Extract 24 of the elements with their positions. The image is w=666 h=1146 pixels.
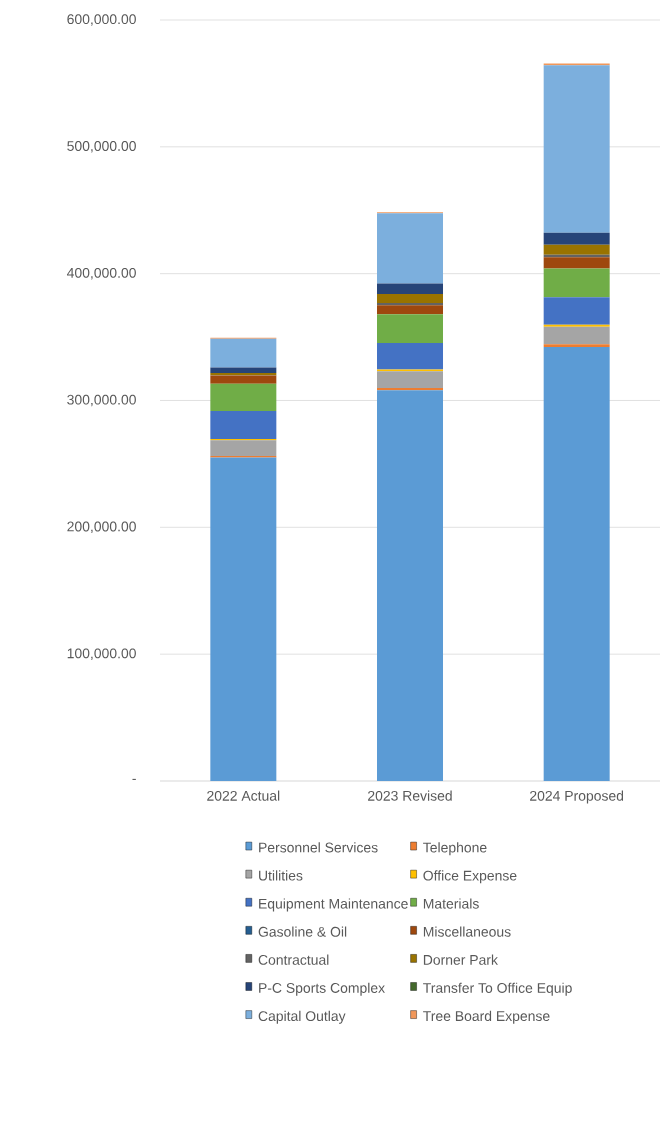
x-tick-label: 2023 Revised — [368, 790, 452, 801]
legend-label: Utilities — [259, 870, 303, 881]
legend-label: P-C Sports Complex — [259, 982, 385, 996]
legend-label: Telephone — [423, 842, 487, 856]
y-tick-label: 100,000.00 — [67, 648, 136, 660]
legend-label: Tree Board Expense — [423, 1010, 550, 1024]
legend-label: Gasoline & Oil — [258, 926, 347, 937]
y-tick-label: 600,000.00 — [67, 14, 136, 26]
legend-label: Transfer To Office Equip — [423, 982, 572, 996]
x-tick-label: 2022 Actual — [207, 790, 280, 801]
x-tick-label: 2024 Proposed — [530, 790, 624, 804]
legend-label: Contractual — [258, 954, 329, 965]
legend-label: Capital Outlay — [258, 1010, 346, 1024]
y-tick-label: 200,000.00 — [67, 521, 136, 534]
y-tick-label: 500,000.00 — [67, 141, 136, 153]
legend-label: Equipment Maintenance — [259, 898, 408, 912]
legend-label: Personnel Services — [259, 842, 378, 853]
y-tick-label: 400,000.00 — [66, 267, 136, 280]
y-tick-label: 300,000.00 — [67, 394, 136, 407]
y-tick-label: - — [132, 778, 136, 780]
legend-label: Miscellaneous — [423, 926, 511, 937]
legend-label: Materials — [423, 898, 479, 909]
legend-label: Dorner Park — [423, 954, 498, 965]
legend-label: Office Expense — [423, 870, 517, 884]
